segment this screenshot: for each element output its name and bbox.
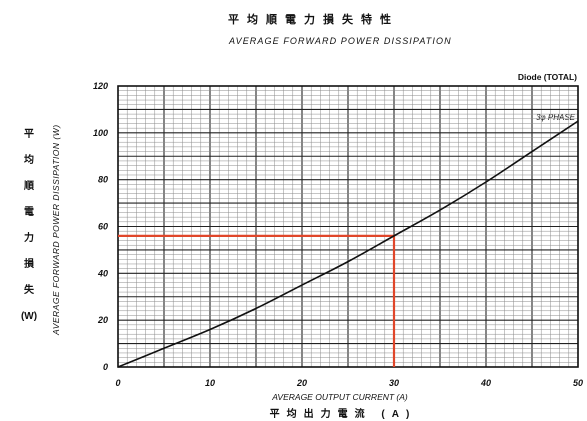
x-tick-label: 0	[115, 378, 120, 388]
y-axis-label-char: 損	[24, 259, 34, 270]
annotation-diode-total: Diode (TOTAL)	[518, 72, 577, 82]
y-tick-label: 40	[97, 268, 108, 278]
y-tick-label: 80	[98, 175, 108, 185]
y-tick-label: 0	[103, 362, 108, 372]
plot-frame	[117, 85, 579, 368]
series-line	[117, 120, 579, 368]
series-label: 3φ PHASE	[536, 113, 576, 122]
x-tick-label: 10	[205, 378, 215, 388]
x-tick-label: 20	[296, 378, 307, 388]
chart-subtitle: AVERAGE FORWARD POWER DISSIPATION	[229, 36, 452, 46]
y-tick-label: 120	[93, 81, 108, 91]
x-tick-label: 40	[480, 378, 491, 388]
y-axis-label-char: 失	[24, 285, 34, 296]
y-axis-label-char: 力	[24, 233, 34, 244]
chart-title: 平均順電力損失特性	[228, 14, 399, 26]
y-axis-label-char: 順	[24, 181, 34, 192]
y-tick-label: 20	[97, 315, 108, 325]
y-axis-label-char: 電	[24, 207, 34, 218]
x-tick-label: 30	[389, 378, 399, 388]
x-tick-label: 50	[573, 378, 583, 388]
y-axis-label-char: 平	[24, 129, 34, 140]
y-axis-label-char: 均	[24, 155, 34, 166]
x-axis-label: AVERAGE OUTPUT CURRENT (A)	[272, 392, 408, 402]
y-axis-label-japanese: 平 均 順 電 力 損 失 (W)	[17, 122, 41, 330]
y-tick-label: 100	[93, 128, 108, 138]
grid	[117, 85, 579, 368]
y-tick-label: 60	[98, 222, 108, 232]
y-axis-label-unit: (W)	[20, 311, 38, 322]
x-axis-label-japanese: 平均出力電流 (A)	[269, 409, 417, 420]
